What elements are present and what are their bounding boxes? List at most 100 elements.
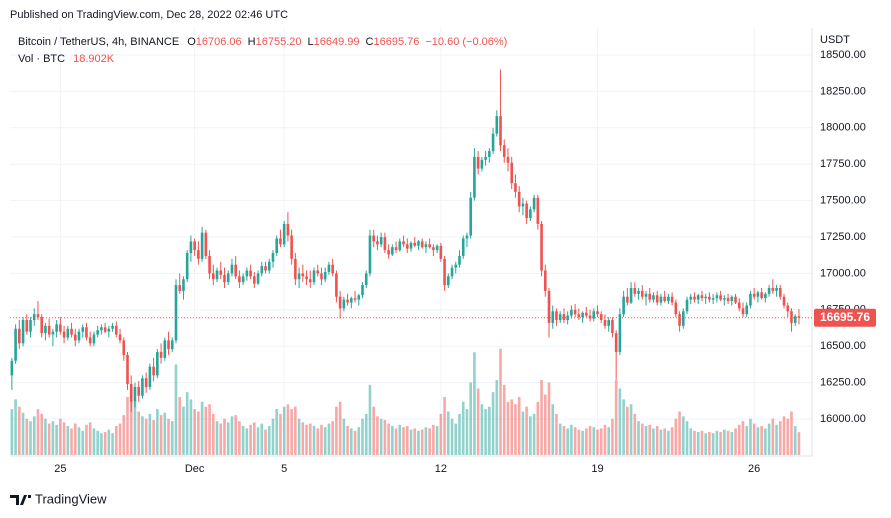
volume-legend: Vol · BTC 18.902K xyxy=(18,53,115,65)
candle-body xyxy=(708,296,711,300)
volume-bar xyxy=(152,419,155,455)
candle-body xyxy=(312,270,316,283)
volume-bar xyxy=(543,394,547,455)
y-tick-label: 17000.00 xyxy=(820,267,866,279)
volume-bar xyxy=(704,433,707,455)
volume-bar xyxy=(667,430,670,455)
candle-body xyxy=(465,235,469,239)
volume-bar xyxy=(286,404,290,455)
volume-bar xyxy=(10,409,14,455)
candle-body xyxy=(129,384,133,402)
candle-body xyxy=(107,328,111,332)
volume-bar xyxy=(346,425,349,455)
candle-body xyxy=(163,340,167,358)
volume-bar xyxy=(626,406,629,455)
volume-bar xyxy=(305,424,308,455)
candle-body xyxy=(361,285,364,296)
candle-body xyxy=(77,331,81,341)
candle-body xyxy=(260,266,264,274)
candle-body xyxy=(450,267,454,277)
candle-body xyxy=(21,320,25,344)
volume-bar xyxy=(633,413,637,455)
candle-body xyxy=(226,273,230,283)
volume-bar xyxy=(44,418,47,455)
candle-body xyxy=(350,298,353,303)
y-tick-label: 16250.00 xyxy=(820,377,866,389)
volume-bar xyxy=(267,425,271,455)
logo-icon xyxy=(10,495,31,505)
candle-body xyxy=(432,247,435,251)
volume-bar xyxy=(663,428,666,455)
x-tick-label: 5 xyxy=(281,463,287,475)
candle-body xyxy=(592,311,596,319)
volume-bar xyxy=(137,411,140,455)
volume-bar xyxy=(141,416,144,455)
candle-body xyxy=(696,295,700,300)
candle-body xyxy=(715,295,719,299)
candle-body xyxy=(14,328,17,361)
volume-bar xyxy=(320,424,323,455)
volume-bar xyxy=(726,430,730,455)
volume-bar xyxy=(767,423,771,455)
candle-body xyxy=(797,316,801,318)
volume-bar xyxy=(297,418,301,455)
candle-body xyxy=(581,312,584,318)
ohlc-key: O xyxy=(187,36,196,48)
volume-bar xyxy=(256,427,260,455)
candle-body xyxy=(379,237,383,245)
candle-body xyxy=(596,311,599,315)
candle-body xyxy=(92,334,96,344)
candle-body xyxy=(782,296,786,306)
volume-bar xyxy=(540,380,543,455)
candle-body xyxy=(174,285,178,341)
header-bg xyxy=(0,0,891,28)
candle-body xyxy=(611,320,614,334)
candle-body xyxy=(655,295,659,303)
volume-bar xyxy=(215,421,219,455)
candle-body xyxy=(398,241,402,251)
volume-bar xyxy=(506,401,510,455)
candle-body xyxy=(85,327,88,338)
volume-bar xyxy=(782,416,786,455)
volume-bar xyxy=(178,396,182,455)
candle-body xyxy=(59,324,62,332)
candle-body xyxy=(719,295,722,300)
volume-bar xyxy=(499,348,502,455)
candle-body xyxy=(197,250,200,259)
candle-body xyxy=(480,159,484,169)
candle-body xyxy=(364,273,368,286)
candle-body xyxy=(555,311,558,321)
volume-bar xyxy=(693,430,696,455)
candle-body xyxy=(305,276,308,280)
volume-bar xyxy=(312,425,316,455)
volume-bar xyxy=(737,424,741,455)
volume-bar xyxy=(629,404,633,455)
volume-bar xyxy=(659,429,663,455)
volume-bar xyxy=(581,430,584,455)
candle-body xyxy=(689,296,693,300)
candle-body xyxy=(577,314,581,318)
candle-body xyxy=(167,340,170,350)
volume-bar xyxy=(29,421,32,455)
volume-bar xyxy=(514,404,517,455)
candle-body xyxy=(573,309,577,315)
candle-body xyxy=(249,270,252,277)
volume-bar xyxy=(55,424,58,455)
volume-bar xyxy=(764,428,767,455)
y-tick-label: 16000.00 xyxy=(820,413,866,425)
candle-body xyxy=(420,241,424,248)
currency-bg xyxy=(814,30,874,50)
volume-bar xyxy=(115,425,118,455)
volume-bar xyxy=(756,427,760,455)
volume-bar xyxy=(461,401,465,455)
volume-bar xyxy=(517,396,521,455)
candle-body xyxy=(327,264,331,272)
volume-bar xyxy=(640,423,644,455)
candle-body xyxy=(543,270,547,291)
volume-bar xyxy=(81,430,85,455)
candle-body xyxy=(73,334,77,341)
volume-bar xyxy=(607,427,611,455)
volume-bar xyxy=(573,427,577,455)
volume-bar xyxy=(420,429,424,455)
candle-body xyxy=(704,296,707,299)
